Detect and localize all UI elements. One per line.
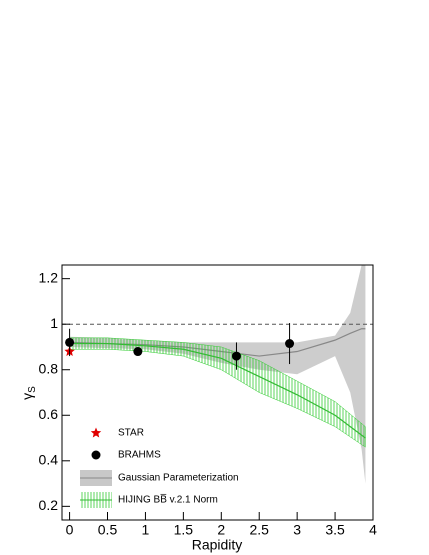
- x-tick-label: 4: [369, 522, 377, 538]
- y-tick-label: 0.4: [39, 452, 59, 468]
- x-tick-label: 1: [142, 522, 150, 538]
- data-point: [231, 351, 241, 361]
- x-tick-label: 1.5: [174, 522, 194, 538]
- y-tick-label: 0.2: [39, 497, 59, 513]
- legend-marker: [90, 427, 102, 438]
- x-tick-label: 0: [66, 522, 74, 538]
- data-point: [133, 347, 143, 357]
- legend-label: HIJING BB̅ v.2.1 Norm: [118, 494, 218, 506]
- plot-frame: [61, 264, 374, 521]
- legend-label: Gaussian Parameterization: [118, 473, 239, 484]
- y-tick-label: 1.2: [39, 269, 59, 285]
- y-label-sub: S: [27, 386, 38, 393]
- y-tick-label: 0.8: [39, 360, 59, 376]
- x-tick-label: 2.5: [249, 522, 269, 538]
- y-label-main: γ: [19, 393, 35, 400]
- x-tick-label: 3: [293, 522, 301, 538]
- x-tick-label: 0.5: [98, 522, 118, 538]
- legend-label: STAR: [118, 428, 144, 439]
- x-tick-label: 2: [217, 522, 225, 538]
- y-tick-label: 0.6: [39, 406, 59, 422]
- data-point: [285, 339, 295, 349]
- legend-label: BRAHMS: [118, 450, 161, 461]
- x-axis-label: Rapidity: [192, 537, 243, 553]
- y-tick-label: 1: [50, 315, 58, 331]
- band-center-line: [69, 342, 366, 439]
- band: [69, 265, 366, 484]
- data-point: [65, 337, 75, 347]
- legend-marker: [91, 450, 101, 460]
- x-tick-label: 3.5: [325, 522, 345, 538]
- band: [69, 337, 366, 448]
- y-axis-label: γS: [19, 386, 38, 400]
